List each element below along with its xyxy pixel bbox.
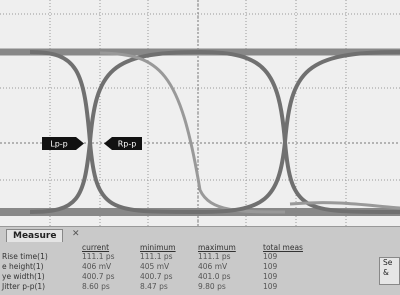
close-icon[interactable]: ✕ <box>72 229 80 239</box>
row-label: Jitter p-p(1) <box>2 282 45 291</box>
cell-value: 109 <box>263 272 277 281</box>
marker-label: Rp-p <box>118 140 137 149</box>
cell-value: 8.60 ps <box>82 282 110 291</box>
cell-value: 8.47 ps <box>140 282 168 291</box>
cell-value: 400.7 ps <box>140 272 173 281</box>
column-header: minimum <box>140 243 176 252</box>
cell-value: 405 mV <box>140 262 169 271</box>
cell-value: 406 mV <box>82 262 111 271</box>
cell-value: 109 <box>263 252 277 261</box>
marker-right: Rp-p <box>104 137 142 150</box>
tab[interactable]: Measure <box>6 229 63 242</box>
cell-value: 109 <box>263 282 277 291</box>
cell-value: 111.1 ps <box>82 252 115 261</box>
row-label: e height(1) <box>2 262 44 271</box>
cell-value: 406 mV <box>198 262 227 271</box>
column-header: current <box>82 243 109 252</box>
marker-label: Lp-p <box>50 140 68 149</box>
page: {"markers": {"left": "Lp-p", "right": "R… <box>0 0 400 294</box>
cell-value: 109 <box>263 262 277 271</box>
cell-value: 9.80 ps <box>198 282 226 291</box>
scope-display: Lp-p Rp-p <box>0 0 400 226</box>
button-text: Se <box>383 258 399 268</box>
cell-value: 400.7 ps <box>82 272 115 281</box>
cell-value: 111.1 ps <box>140 252 173 261</box>
column-header: total meas <box>263 243 303 252</box>
cell-value: 111.1 ps <box>198 252 231 261</box>
row-label: ye width(1) <box>2 272 45 281</box>
button[interactable]: Se & <box>379 257 400 285</box>
cell-value: 401.0 ps <box>198 272 231 281</box>
marker-left: Lp-p <box>42 137 84 150</box>
column-header: maximum <box>198 243 236 252</box>
row-label: Rise time(1) <box>2 252 48 261</box>
button-text: & <box>383 268 399 278</box>
measure-panel: Measure ✕ current minimum maximum total mea… <box>0 226 400 295</box>
